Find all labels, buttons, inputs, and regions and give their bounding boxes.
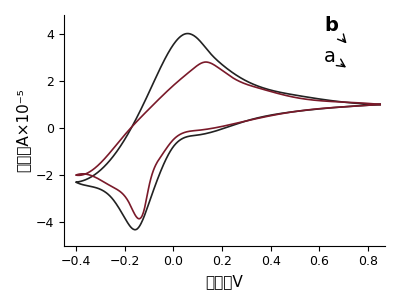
Text: b: b	[324, 16, 346, 42]
Y-axis label: 电流／A×10⁻⁵: 电流／A×10⁻⁵	[15, 88, 30, 172]
X-axis label: 电压／V: 电压／V	[206, 274, 243, 289]
Text: a: a	[324, 47, 345, 67]
